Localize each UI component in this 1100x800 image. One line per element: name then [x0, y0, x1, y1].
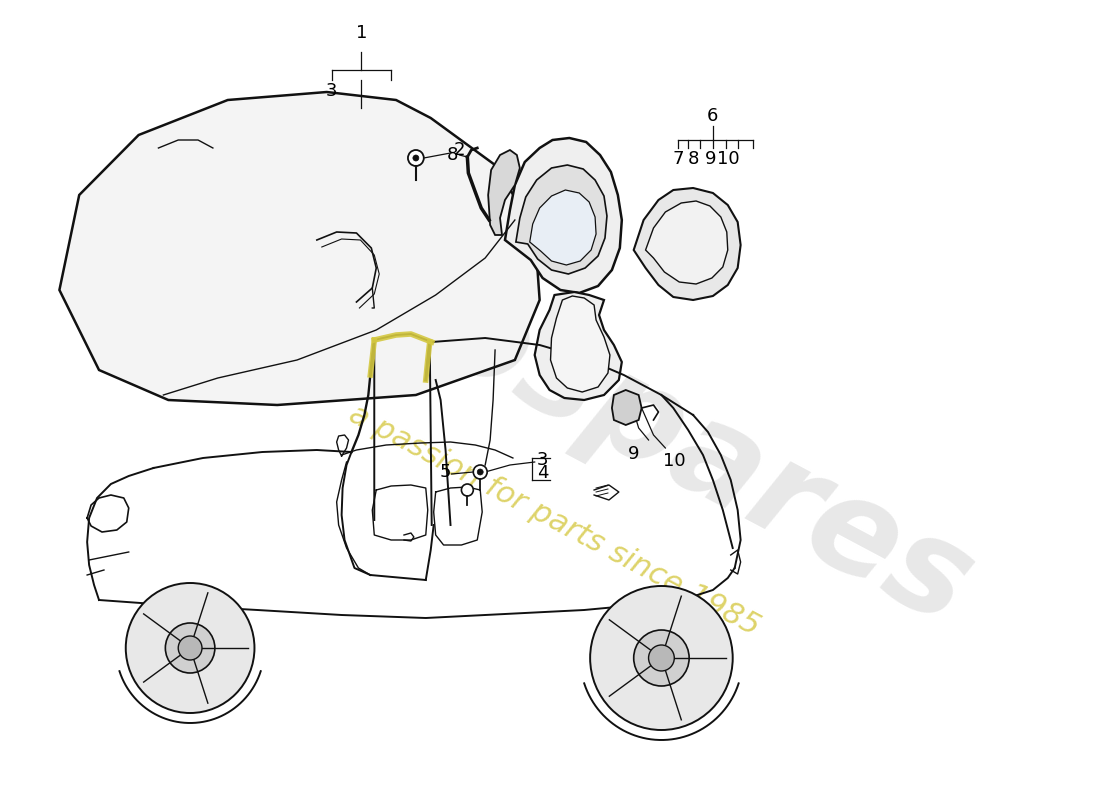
Circle shape: [178, 636, 202, 660]
Text: 3: 3: [537, 451, 548, 469]
Circle shape: [473, 465, 487, 479]
Polygon shape: [634, 188, 740, 300]
Circle shape: [165, 623, 214, 673]
Text: eurospares: eurospares: [196, 148, 992, 652]
Polygon shape: [612, 390, 641, 425]
Polygon shape: [550, 296, 609, 392]
Polygon shape: [530, 190, 596, 265]
Text: 9: 9: [628, 445, 639, 463]
Circle shape: [461, 484, 473, 496]
Circle shape: [634, 630, 689, 686]
Circle shape: [412, 155, 419, 161]
Polygon shape: [488, 150, 520, 235]
Circle shape: [125, 583, 254, 713]
Polygon shape: [505, 138, 622, 293]
Circle shape: [590, 586, 733, 730]
Polygon shape: [59, 92, 540, 405]
Text: 1: 1: [355, 24, 367, 42]
Text: 3: 3: [326, 82, 338, 100]
Text: a passion for parts since 1985: a passion for parts since 1985: [344, 399, 764, 641]
Text: 5: 5: [440, 463, 451, 481]
Text: 7: 7: [672, 150, 684, 168]
Polygon shape: [516, 165, 607, 274]
Text: 8: 8: [447, 146, 459, 164]
Text: 10: 10: [717, 150, 740, 168]
Text: 9: 9: [705, 150, 717, 168]
Circle shape: [408, 150, 424, 166]
Text: 6: 6: [707, 107, 718, 125]
Circle shape: [477, 469, 483, 475]
Text: 8: 8: [688, 150, 698, 168]
Polygon shape: [646, 201, 728, 284]
Text: 10: 10: [663, 452, 686, 470]
Polygon shape: [535, 292, 622, 400]
Text: 2: 2: [453, 141, 465, 159]
Circle shape: [649, 645, 674, 671]
Text: 4: 4: [537, 464, 548, 482]
